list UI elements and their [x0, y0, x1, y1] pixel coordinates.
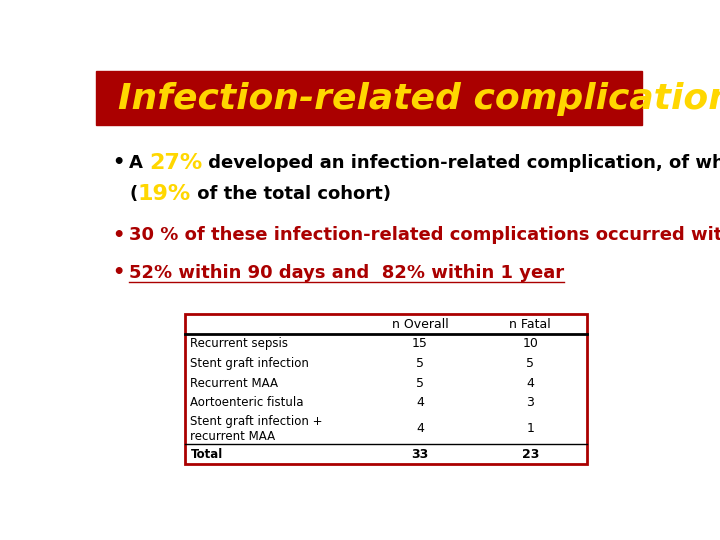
- Text: 27%: 27%: [149, 152, 202, 172]
- Text: 30 % of these infection-related complications occurred: 30 % of these infection-related complica…: [129, 226, 691, 244]
- Text: of the total cohort): of the total cohort): [191, 185, 390, 202]
- Text: 5: 5: [526, 357, 534, 370]
- Text: Recurrent MAA: Recurrent MAA: [190, 377, 279, 390]
- Text: 5: 5: [416, 377, 424, 390]
- Bar: [96, 71, 642, 125]
- Text: 23: 23: [522, 448, 539, 461]
- Text: Stent graft infection +
recurrent MAA: Stent graft infection + recurrent MAA: [190, 415, 323, 442]
- Text: 5: 5: [416, 357, 424, 370]
- Text: 4: 4: [526, 377, 534, 390]
- Text: 4: 4: [416, 422, 424, 435]
- Text: •: •: [112, 153, 125, 172]
- Text: 33: 33: [411, 448, 428, 461]
- Text: Stent graft infection: Stent graft infection: [190, 357, 310, 370]
- Text: Total: Total: [190, 448, 222, 461]
- Text: n Overall: n Overall: [392, 318, 449, 330]
- Text: 4: 4: [416, 396, 424, 409]
- Text: 52% within 90 days and  82% within 1 year: 52% within 90 days and 82% within 1 year: [129, 264, 564, 282]
- Text: Recurrent sepsis: Recurrent sepsis: [190, 338, 289, 350]
- Text: 19%: 19%: [138, 184, 191, 204]
- Text: within 30 days: within 30 days: [691, 226, 720, 244]
- Text: 3: 3: [526, 396, 534, 409]
- Text: Infection-related complications: Infection-related complications: [118, 82, 720, 116]
- Text: n Fatal: n Fatal: [510, 318, 552, 330]
- Text: developed an infection-related complication, of whom: developed an infection-related complicat…: [202, 153, 720, 172]
- Text: •: •: [112, 263, 125, 282]
- Text: (: (: [129, 185, 138, 202]
- Text: A: A: [129, 153, 149, 172]
- Text: 10: 10: [523, 338, 539, 350]
- Bar: [185, 314, 587, 464]
- Text: 1: 1: [526, 422, 534, 435]
- Text: Aortoenteric fistula: Aortoenteric fistula: [190, 396, 304, 409]
- Text: •: •: [112, 226, 125, 245]
- Text: 15: 15: [412, 338, 428, 350]
